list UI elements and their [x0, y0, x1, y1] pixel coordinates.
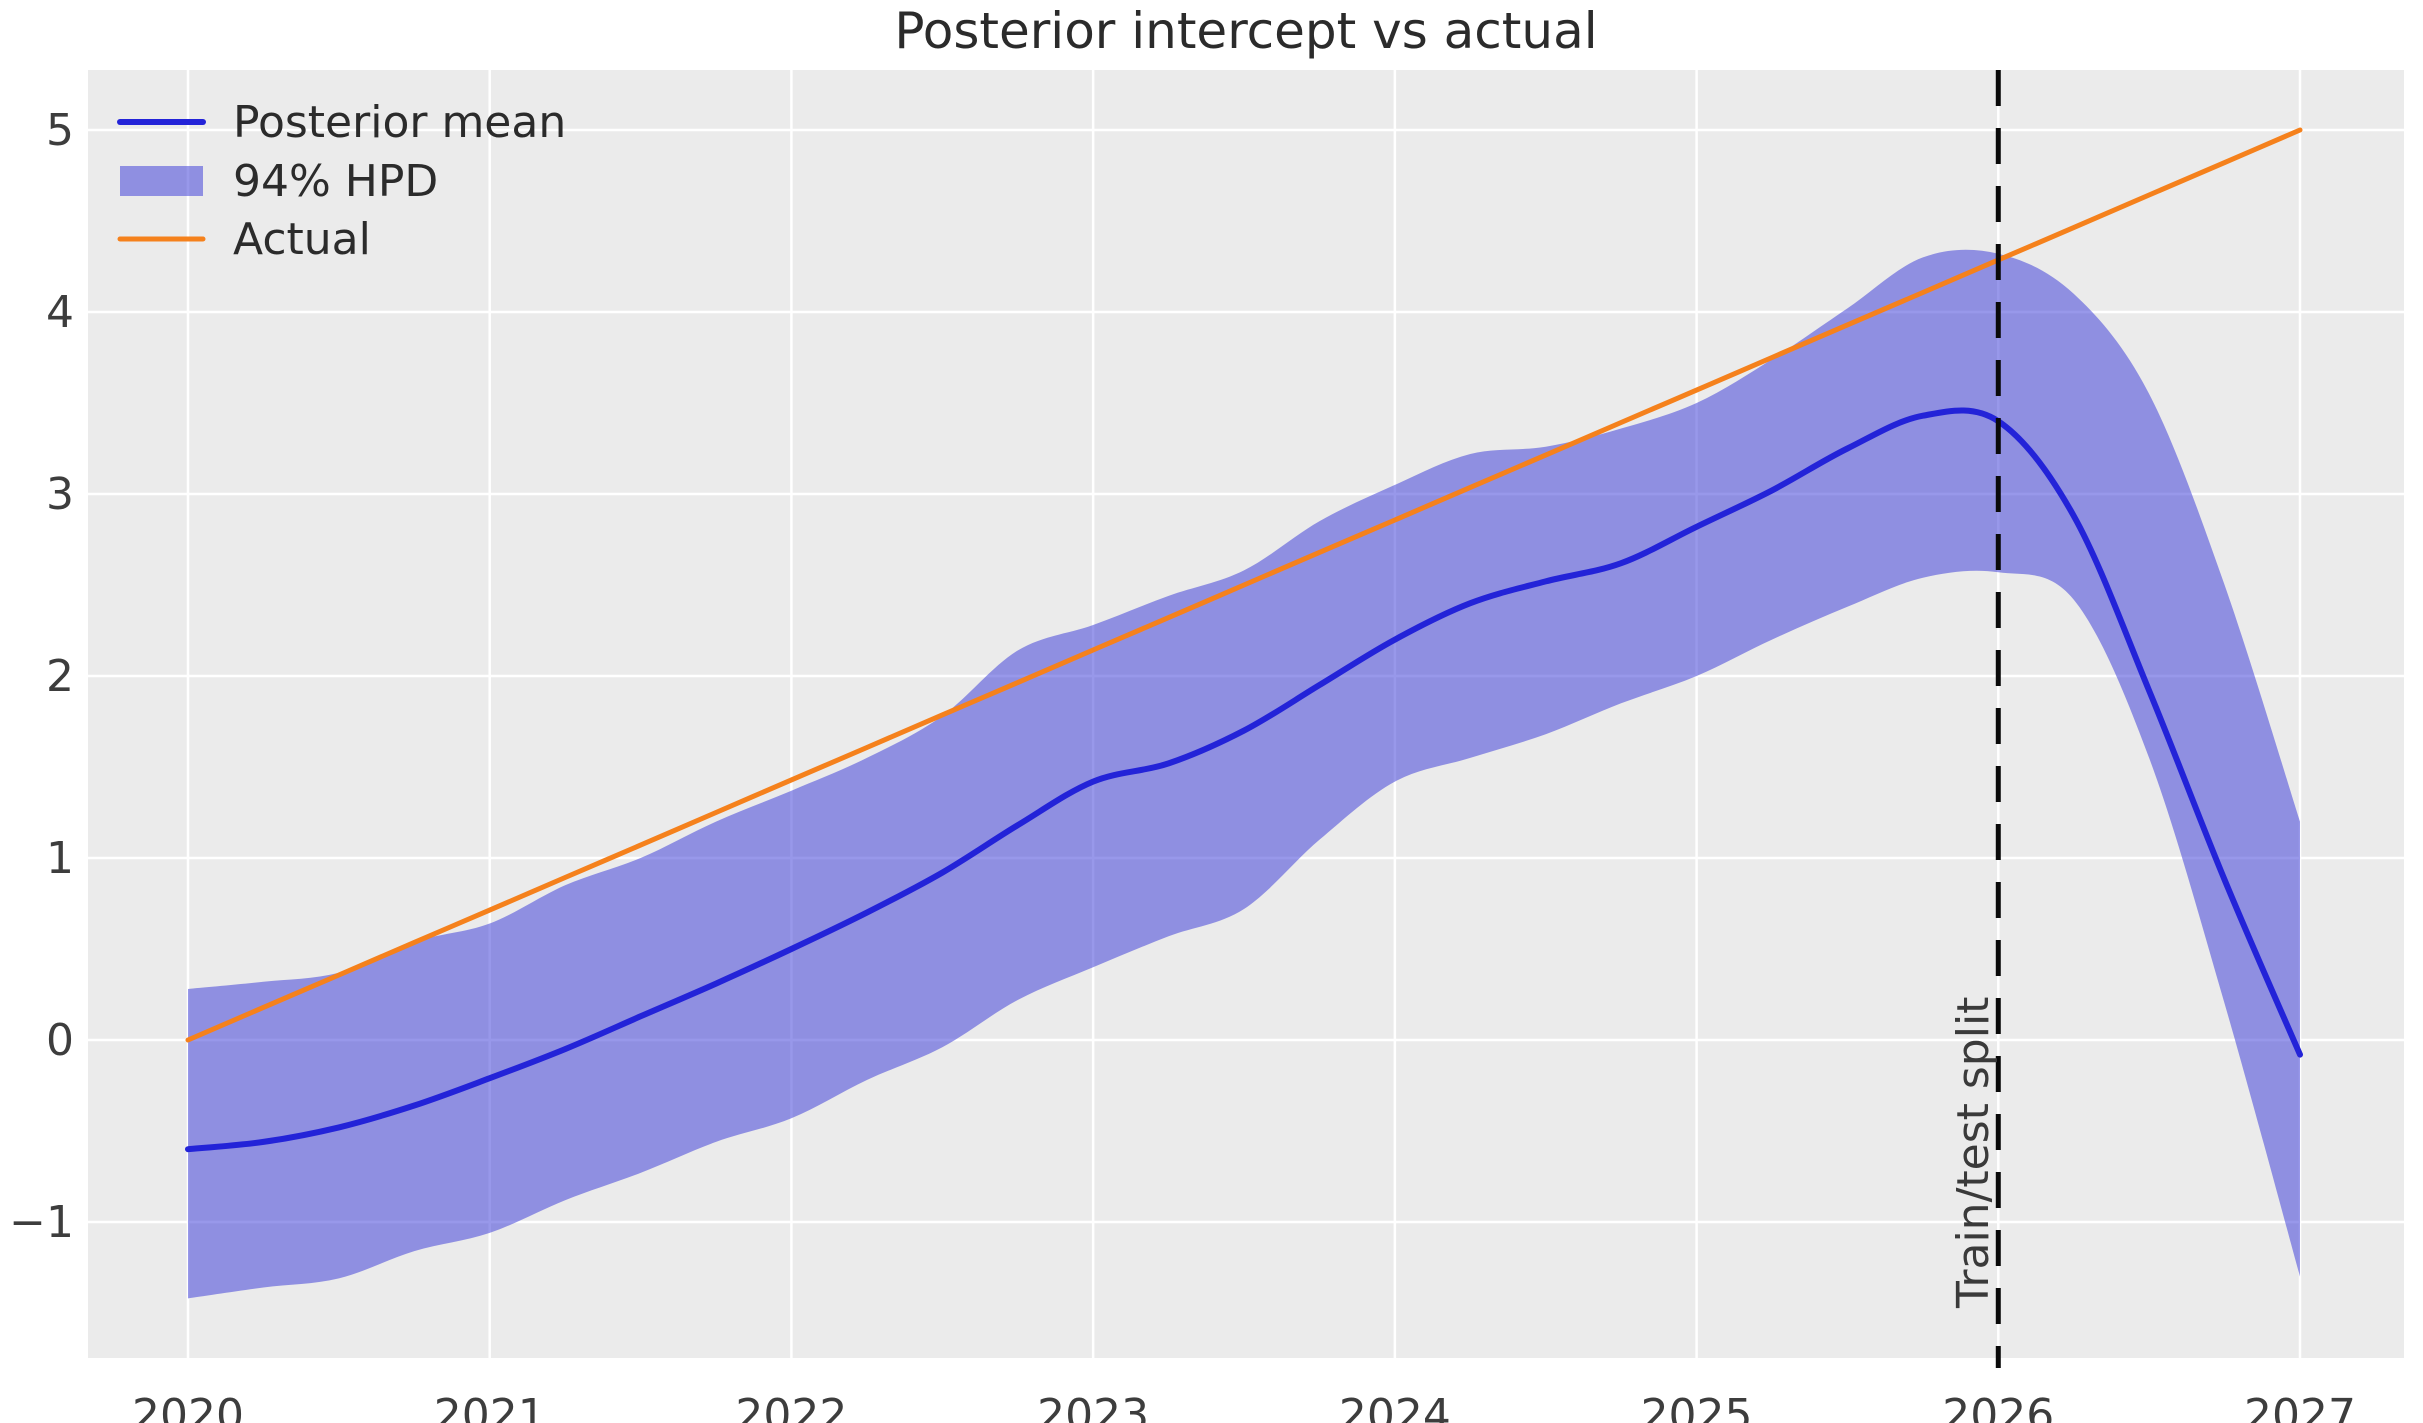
x-tick-label: 2023	[1037, 1390, 1149, 1423]
legend-item-posterior-mean: Posterior mean	[117, 97, 566, 148]
y-tick-label: 0	[46, 1015, 74, 1066]
hpd-band	[188, 249, 2300, 1299]
y-tick-label: −1	[9, 1197, 74, 1248]
x-tick-label: 2022	[735, 1390, 847, 1423]
plot-area: 2020 2021 2022 2023 2024 2025 2026 2027 −1 0 1 2 3 4 5	[9, 70, 2404, 1423]
x-tick-label: 2024	[1339, 1390, 1451, 1423]
actual-line	[185, 127, 2303, 1043]
y-tick-label: 3	[46, 469, 74, 520]
y-tick-label: 4	[46, 287, 74, 338]
legend-swatch-hpd-band	[120, 166, 203, 196]
chart-title: Posterior intercept vs actual	[894, 2, 1597, 60]
x-tick-label: 2025	[1641, 1390, 1753, 1423]
x-tick-label: 2021	[434, 1390, 546, 1423]
y-tick-label: 2	[46, 651, 74, 702]
legend-item-actual: Actual	[117, 214, 371, 265]
x-tick-label: 2027	[2244, 1390, 2356, 1423]
legend-item-hpd: 94% HPD	[120, 156, 438, 207]
x-tick-label: 2020	[132, 1390, 244, 1423]
posterior-mean-line	[185, 407, 2303, 1153]
train-test-split-label: Train/test split	[1948, 997, 1999, 1309]
legend: Posterior mean 94% HPD Actual	[117, 97, 566, 265]
legend-label-posterior-mean: Posterior mean	[233, 97, 566, 148]
legend-label-hpd: 94% HPD	[233, 156, 438, 207]
y-tick-label: 1	[46, 833, 74, 884]
y-tick-label: 5	[46, 105, 74, 156]
legend-label-actual: Actual	[233, 214, 371, 265]
x-tick-label: 2026	[1942, 1390, 2054, 1423]
